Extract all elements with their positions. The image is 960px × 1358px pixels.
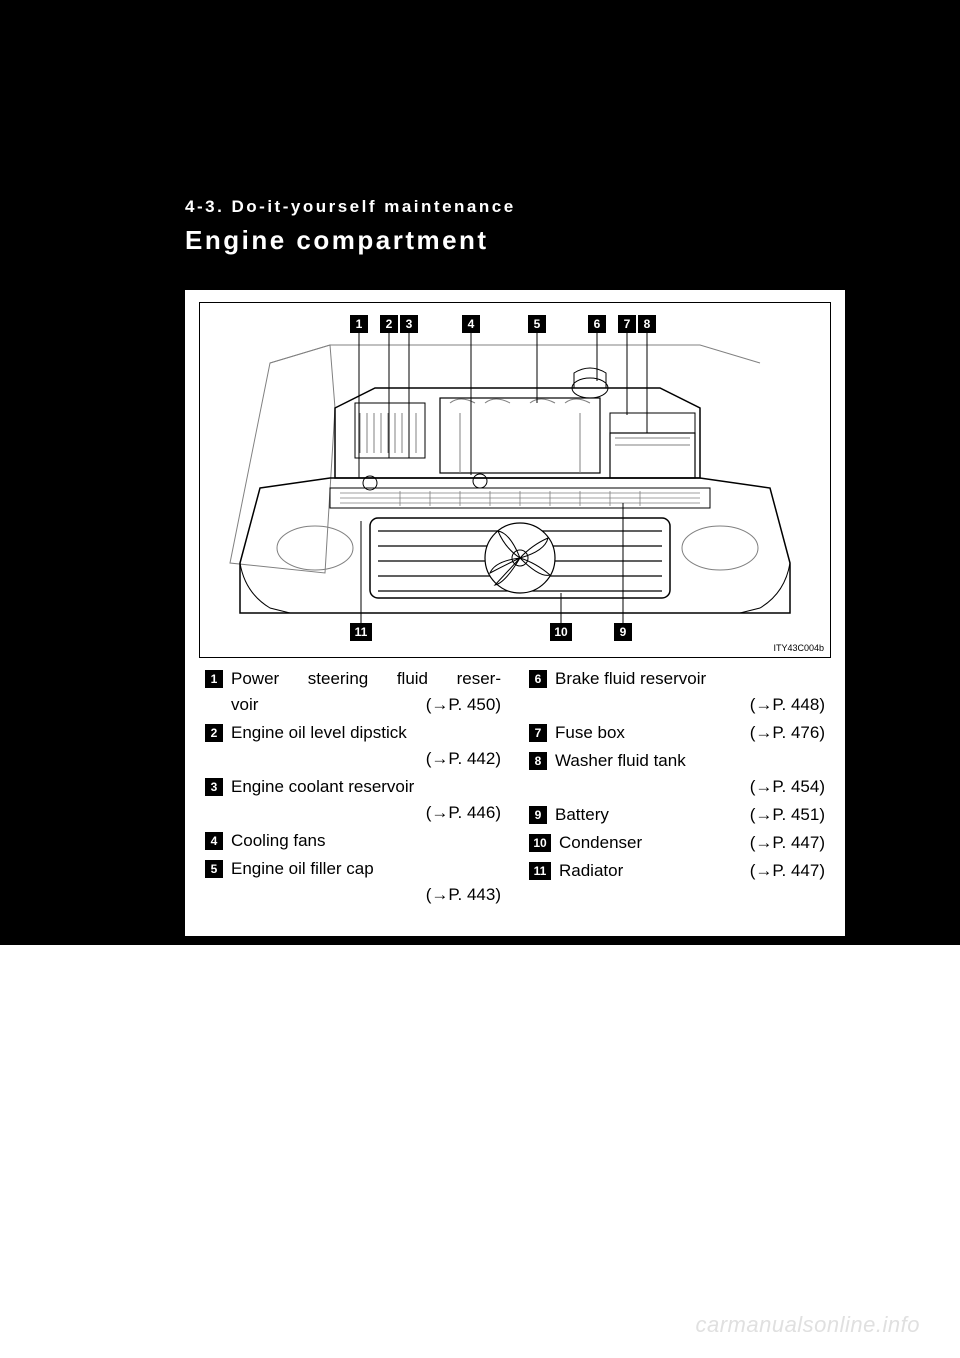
legend-item-9: 9 Battery (→P. 451)	[529, 802, 825, 828]
legend-text-9: Battery	[555, 802, 738, 828]
callout-3: 3	[400, 315, 418, 333]
page-ref-3: (→P. 446)	[231, 800, 501, 826]
legend-num-10: 10	[529, 834, 551, 852]
engine-diagram: 123 4 5 678 11 10 9 ITY43C004b	[199, 302, 831, 658]
legend-item-1: 1 Power steering fluid reser-voir(→P. 450…	[205, 666, 501, 718]
legend-left-column: 1 Power steering fluid reser-voir(→P. 450…	[205, 666, 501, 910]
page-ref-11: (→P. 447)	[750, 858, 825, 884]
legend-num-6: 6	[529, 670, 547, 688]
callout-9: 9	[614, 623, 632, 641]
legend-item-11: 11 Radiator (→P. 447)	[529, 858, 825, 884]
legend-item-6: 6 Brake fluid reservoir(→P. 448)	[529, 666, 825, 718]
callout-5: 5	[528, 315, 546, 333]
legend: 1 Power steering fluid reser-voir(→P. 450…	[199, 666, 831, 910]
callout-8: 8	[638, 315, 656, 333]
watermark: carmanualsonline.info	[695, 1312, 920, 1338]
legend-text-8: Washer fluid tank(→P. 454)	[555, 748, 825, 800]
page-ref-8: (→P. 454)	[555, 774, 825, 800]
callout-11: 11	[350, 623, 372, 641]
legend-text-3: Engine coolant reservoir(→P. 446)	[231, 774, 501, 826]
legend-num-3: 3	[205, 778, 223, 796]
legend-text-2: Engine oil level dipstick(→P. 442)	[231, 720, 501, 772]
section-label: 4-3. Do-it-yourself maintenance	[185, 197, 845, 217]
engine-svg	[200, 303, 831, 658]
page-ref-10: (→P. 447)	[750, 830, 825, 856]
legend-num-4: 4	[205, 832, 223, 850]
page-ref-7: (→P. 476)	[750, 720, 825, 746]
callout-2: 2	[380, 315, 398, 333]
manual-page: 4-3. Do-it-yourself maintenance Engine c…	[0, 0, 960, 1358]
legend-num-2: 2	[205, 724, 223, 742]
page-ref-1: (→P. 450)	[426, 692, 501, 718]
page-ref-6: (→P. 448)	[555, 692, 825, 718]
legend-text-1: Power steering fluid reser-voir(→P. 450)	[231, 666, 501, 718]
page-ref-9: (→P. 451)	[750, 802, 825, 828]
legend-item-10: 10 Condenser (→P. 447)	[529, 830, 825, 856]
legend-num-7: 7	[529, 724, 547, 742]
legend-item-5: 5 Engine oil filler cap(→P. 443)	[205, 856, 501, 908]
legend-item-2: 2 Engine oil level dipstick(→P. 442)	[205, 720, 501, 772]
callout-4: 4	[462, 315, 480, 333]
legend-text-4: Cooling fans	[231, 828, 501, 854]
legend-num-8: 8	[529, 752, 547, 770]
legend-num-5: 5	[205, 860, 223, 878]
legend-item-7: 7 Fuse box (→P. 476)	[529, 720, 825, 746]
legend-item-3: 3 Engine coolant reservoir(→P. 446)	[205, 774, 501, 826]
callout-10: 10	[550, 623, 572, 641]
callout-1: 1	[350, 315, 368, 333]
content-area: 4-3. Do-it-yourself maintenance Engine c…	[185, 197, 845, 936]
legend-num-1: 1	[205, 670, 223, 688]
figure-id: ITY43C004b	[773, 643, 824, 653]
legend-item-4: 4 Cooling fans	[205, 828, 501, 854]
legend-item-8: 8 Washer fluid tank(→P. 454)	[529, 748, 825, 800]
callout-7: 7	[618, 315, 636, 333]
page-title: Engine compartment	[185, 225, 845, 256]
legend-text-5: Engine oil filler cap(→P. 443)	[231, 856, 501, 908]
legend-num-11: 11	[529, 862, 551, 880]
content-panel: 12345678 11109 ITY43C004b 1Power steerin…	[185, 290, 845, 936]
legend-text-10: Condenser	[559, 830, 738, 856]
page-ref-5: (→P. 443)	[231, 882, 501, 908]
page-ref-2: (→P. 442)	[231, 746, 501, 772]
legend-text-6: Brake fluid reservoir(→P. 448)	[555, 666, 825, 718]
legend-text-7: Fuse box	[555, 720, 738, 746]
legend-num-9: 9	[529, 806, 547, 824]
legend-right-column: 6 Brake fluid reservoir(→P. 448) 7 Fuse box…	[529, 666, 825, 910]
legend-text-11: Radiator	[559, 858, 738, 884]
callout-6: 6	[588, 315, 606, 333]
